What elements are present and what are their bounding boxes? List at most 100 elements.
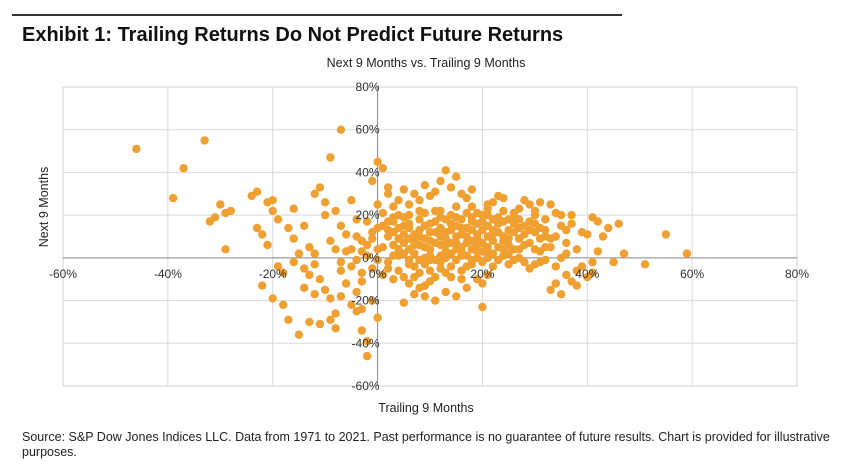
scatter-point — [551, 262, 560, 271]
scatter-point — [441, 268, 450, 277]
scatter-point — [567, 210, 576, 220]
scatter-point — [462, 193, 471, 203]
scatter-point — [452, 238, 461, 248]
scatter-point — [289, 204, 298, 213]
scatter-point — [336, 221, 346, 230]
scatter-point — [661, 230, 671, 239]
scatter-point — [577, 262, 587, 271]
scatter-point — [383, 257, 393, 267]
scatter-point — [310, 189, 319, 198]
scatter-point — [258, 230, 267, 239]
scatter-point — [399, 185, 408, 194]
scatter-point — [273, 262, 283, 271]
chart-title: Next 9 Months vs. Trailing 9 Months — [326, 56, 526, 70]
scatter-point — [310, 290, 319, 299]
scatter-point — [535, 257, 545, 267]
scatter-point — [347, 196, 356, 205]
scatter-point — [546, 200, 555, 209]
scatter-point — [425, 266, 435, 275]
y-tick-label: 20% — [356, 208, 380, 222]
scatter-point — [478, 217, 487, 226]
scatter-point — [347, 300, 356, 309]
scatter-point — [315, 183, 325, 192]
scatter-point — [525, 217, 534, 226]
scatter-point — [436, 213, 445, 222]
scatter-point — [389, 240, 398, 250]
scatter-point — [420, 208, 429, 218]
scatter-point — [572, 281, 581, 290]
scatter-point — [294, 249, 304, 258]
scatter-point — [441, 287, 450, 297]
scatter-point — [368, 176, 377, 186]
scatter-point — [415, 196, 424, 205]
scatter-point — [520, 257, 529, 267]
scatter-point — [619, 249, 629, 258]
scatter-point — [378, 208, 387, 218]
scatter-point — [446, 183, 456, 192]
scatter-point — [410, 189, 419, 198]
scatter-point — [452, 172, 461, 181]
scatter-point — [289, 234, 298, 243]
scatter-point — [551, 208, 560, 218]
scatter-point — [551, 232, 560, 241]
scatter-point — [541, 215, 550, 224]
scatter-point — [588, 268, 597, 277]
scatter-point — [357, 268, 366, 277]
scatter-point — [431, 296, 440, 305]
scatter-point — [310, 260, 319, 269]
scatter-point — [179, 164, 188, 173]
scatter-point — [305, 317, 314, 327]
scatter-point — [362, 251, 372, 260]
scatter-point — [362, 336, 372, 346]
scatter-point — [546, 285, 555, 295]
source-note: Source: S&P Dow Jones Indices LLC. Data … — [22, 430, 830, 459]
scatter-point — [341, 230, 351, 239]
scatter-point — [300, 264, 309, 273]
scatter-point — [168, 193, 178, 203]
scatter-point — [200, 136, 209, 145]
scatter-point — [467, 202, 477, 211]
scatter-point — [425, 191, 435, 201]
scatter-point — [289, 257, 298, 267]
scatter-point — [425, 228, 435, 237]
scatter-point — [504, 225, 513, 235]
horizontal-gridlines — [63, 129, 797, 344]
scatter-point — [535, 223, 545, 233]
scatter-point — [368, 296, 377, 305]
y-tick-label: -60% — [352, 379, 380, 393]
scatter-point — [341, 247, 351, 256]
y-tick-label: -40% — [352, 336, 380, 350]
scatter-point — [362, 240, 372, 250]
scatter-point — [604, 223, 613, 233]
scatter-point — [462, 238, 471, 248]
y-tick-label: -20% — [352, 294, 380, 308]
scatter-point — [336, 125, 346, 134]
scatter-point — [583, 230, 592, 239]
scatter-point — [609, 257, 618, 267]
scatter-point — [383, 217, 393, 226]
y-tick-labels: 80% 60% 40% 20% 0% -20% -40% -60% — [352, 80, 380, 393]
scatter-point — [331, 206, 340, 216]
scatter-point — [431, 272, 440, 282]
scatter-point — [483, 243, 492, 252]
scatter-point — [441, 253, 450, 263]
scatter-point — [279, 300, 288, 309]
x-tick-label: 40% — [575, 267, 599, 281]
y-axis-label: Next 9 Months — [37, 166, 51, 248]
scatter-point — [457, 266, 466, 275]
scatter-point — [399, 298, 408, 307]
scatter-point — [294, 330, 304, 339]
scatter-point — [614, 219, 623, 228]
scatter-point — [320, 198, 330, 207]
scatter-point — [452, 292, 461, 301]
scatter-point — [415, 268, 424, 277]
scatter-point — [530, 245, 540, 254]
scatter-point — [509, 213, 519, 222]
scatter-point — [494, 191, 503, 201]
scatter-point — [310, 249, 319, 258]
scatter-point — [357, 326, 366, 335]
scatter-point — [598, 232, 608, 241]
x-tick-label: 20% — [470, 267, 494, 281]
scatter-point — [373, 200, 382, 209]
